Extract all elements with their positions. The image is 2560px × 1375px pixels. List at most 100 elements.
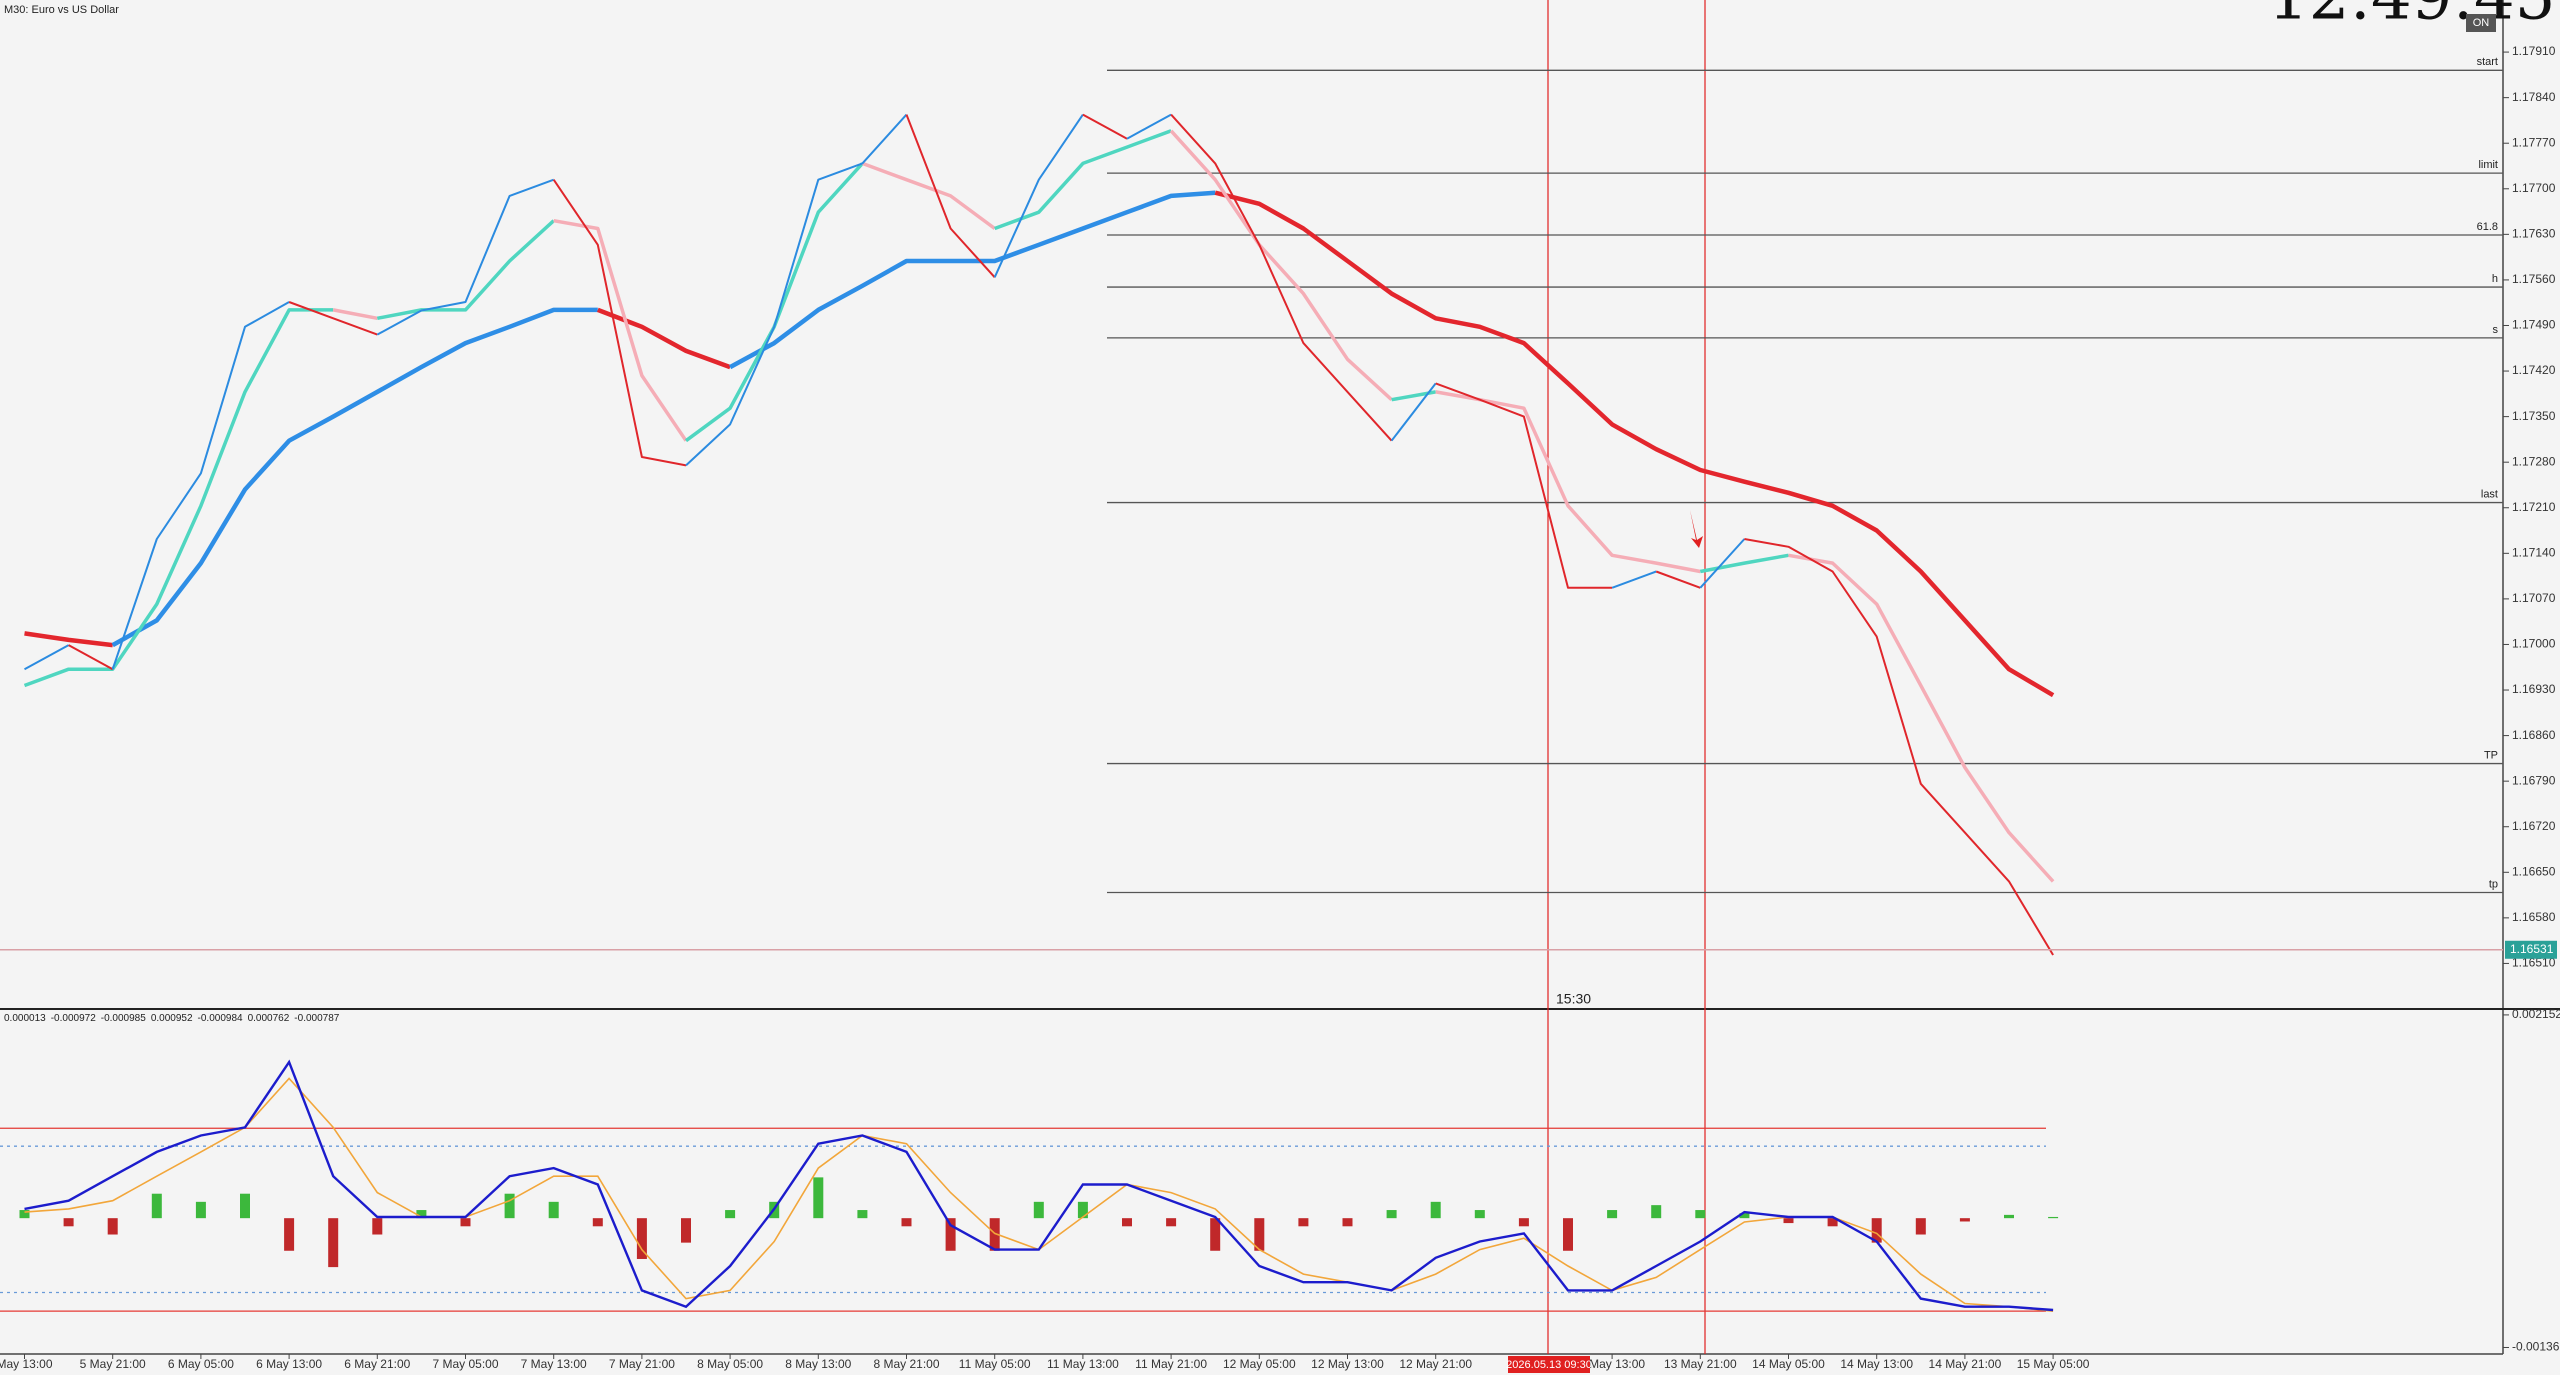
histogram-bar [504,1193,515,1219]
level-label: tp [2489,878,2498,890]
histogram-bar [151,1193,162,1219]
line-segment [596,307,731,370]
histogram-bar [857,1210,868,1219]
histogram-bar [1915,1218,1926,1235]
histogram-bar [1563,1218,1573,1251]
line-segment [1699,553,1789,574]
line-segment [24,631,113,648]
histogram-bar [284,1218,295,1251]
x-tick-label: 6 May 21:00 [344,1357,410,1371]
histogram-bar [1827,1218,1838,1227]
signal-arrow [1690,510,1703,548]
line-segment [1390,382,1437,442]
histogram-bar [945,1218,956,1251]
line-segment [376,219,555,321]
level-label: limit [2478,159,2498,171]
x-tick-label: 11 May 13:00 [1047,1357,1119,1371]
histogram-bar [1695,1210,1706,1219]
level-label: TP [2484,749,2498,761]
y-tick-label: 1.16580 [2512,910,2556,924]
x-tick-label: 11 May 21:00 [1135,1357,1207,1371]
y-tick-label: 1.17210 [2512,500,2556,514]
toggle-badge[interactable] [2466,14,2496,32]
x-tick-label: 12 May 05:00 [1223,1357,1296,1371]
line-segment [23,308,334,688]
histogram-bar [19,1210,30,1219]
x-tick-label: 6 May 05:00 [168,1357,234,1371]
histogram-bar [681,1218,691,1243]
x-tick-label: 14 May 05:00 [1752,1357,1825,1371]
histogram-bar [328,1218,339,1268]
level-label: start [2477,56,2498,68]
line-segment [1169,129,1393,401]
line-segment [1082,113,1128,140]
line-segment [1655,570,1701,589]
indicator-value: 0.000013 [4,1013,46,1024]
histogram-bar [548,1201,559,1219]
y-tick-label: 1.17070 [2512,591,2556,605]
x-tick-label: 15 May 05:00 [2017,1357,2090,1371]
x-tick-label: 14 May 21:00 [1929,1357,2002,1371]
x-tick-label: 12 May 21:00 [1399,1357,1472,1371]
histogram-bar [63,1218,74,1227]
line-segment [552,179,687,467]
level-label: h [2492,273,2498,285]
line-segment [685,113,908,467]
line-segment [553,218,688,442]
y-tick-label: 1.17560 [2512,272,2556,286]
indicator-value: -0.000787 [294,1013,339,1024]
crosshair-time-label: 2026.05.13 09:30 [1506,1359,1592,1371]
y-tick-label: 1.17770 [2512,135,2556,149]
level-label: s [2493,324,2499,336]
line-segment [861,161,996,230]
line-segment [1611,570,1657,589]
histogram-bar [1783,1218,1794,1224]
y-tick-label: 1.17140 [2512,545,2556,559]
histogram-bar [460,1218,471,1227]
histogram-bar [1739,1213,1750,1219]
y-tick-label: 1.16790 [2512,773,2556,787]
line-segment [905,114,996,278]
line-segment [1214,190,2055,698]
histogram-bar [1430,1201,1441,1219]
line-segment [332,308,378,321]
indicator-value: 0.000762 [248,1013,290,1024]
histogram-bar [636,1218,647,1259]
histogram-bar [372,1218,383,1235]
line-segment [993,114,1084,278]
y-tick-label: 1.17420 [2512,363,2556,377]
histogram-bar [1298,1218,1309,1227]
histogram-bar [1518,1218,1529,1227]
indicator-value: -0.000985 [101,1013,146,1024]
y-tick-label: 1.17700 [2512,181,2556,195]
crosshair-time-box [1508,1356,1590,1373]
histogram-bar [1077,1201,1088,1219]
histogram-bar [989,1218,1000,1251]
y-tick-label: 1.17490 [2512,318,2556,332]
symbol-title: M30: Euro vs US Dollar [4,4,119,16]
line-segment [24,644,70,671]
indicator-header: 0.000013 -0.000972 -0.000985 0.000952 -0.000… [4,1013,340,1024]
y-tick-label: 1.17000 [2512,637,2556,651]
histogram-bar [1607,1210,1618,1219]
level-label: last [2481,488,2498,500]
indicator-line [24,1059,2054,1312]
histogram-bar [1210,1218,1221,1251]
indicator-value: -0.000972 [51,1013,96,1024]
y-tick-label: 1.16930 [2512,682,2556,696]
histogram-bar [2048,1216,2059,1219]
histogram-bar [1342,1218,1353,1227]
line-segment [1788,553,2055,883]
x-tick-label: 12 May 13:00 [1311,1357,1384,1371]
y-tick-label: 1.16860 [2512,728,2556,742]
current-price-label: 1.16531 [2510,942,2554,956]
line-segment [729,190,1216,370]
line-segment [288,301,378,336]
y-tick-label: 1.17350 [2512,409,2556,423]
toggle-label[interactable]: ON [2473,17,2490,29]
line-segment [111,307,598,648]
y-tick-label: 1.16650 [2512,864,2556,878]
